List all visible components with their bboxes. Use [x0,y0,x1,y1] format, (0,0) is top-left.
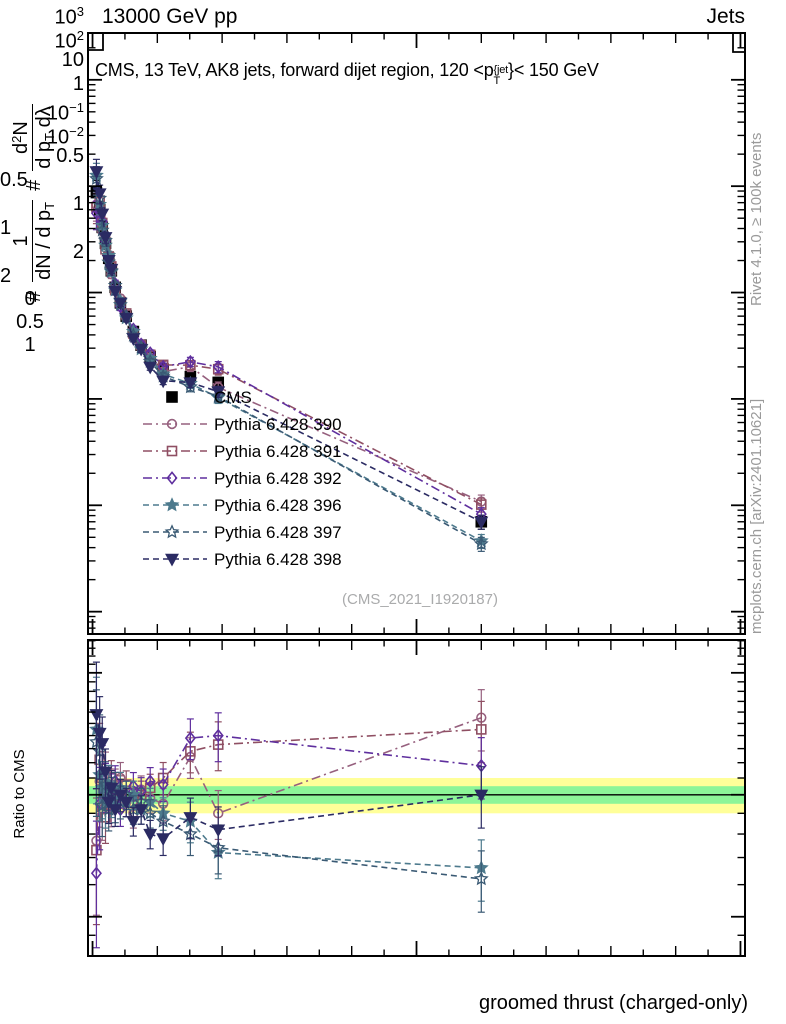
axis-ticks [88,33,745,957]
fraction-d2n: d2N d pT dλ [9,104,58,171]
fraction-one-over-dndpt: 1 dN / d pT [10,199,58,282]
xtick-label: 1 [24,334,36,356]
legend-label: Pythia 6.428 392 [214,469,342,488]
corner-notch-left [88,33,104,51]
series-main-pythia-6.428-391 [91,191,487,513]
legend-label: CMS [214,388,252,407]
xtick-label: 0.5 [16,311,44,333]
series-main-pythia-6.428-397 [89,166,489,552]
series-main-pythia-6.428-398 [89,158,489,530]
x-axis-label: groomed thrust (charged-only) [478,992,748,1014]
ratio-ytick-label-left: 2 [72,241,84,263]
main-ytick-label: 10 [61,49,84,71]
legend-label: Pythia 6.428 390 [214,415,342,434]
plot-title: CMS, 13 TeV, AK8 jets, forward dijet reg… [95,60,599,87]
xtick-label: 0 [24,288,36,310]
main-panel-series [89,158,489,552]
legend-label: Pythia 6.428 397 [214,523,342,542]
beam-energy-label: 13000 GeV pp [102,5,238,28]
main-ytick-label: 103 [54,4,84,29]
main-y-axis-label: # 1 dN / d pT # d2N d pT dλ [9,104,58,302]
legend-label: Pythia 6.428 391 [214,442,342,461]
legend-label: Pythia 6.428 396 [214,496,342,515]
rivet-version-note: Rivet 4.1.0, ≥ 100k events [748,132,765,306]
legend-label: Pythia 6.428 398 [214,550,342,569]
mcplots-arxiv-note: mcplots.cern.ch [arXiv:2401.10621] [748,398,765,634]
pt-superscript-subscript: {jet T [493,64,509,87]
series-ratio-pythia-6.428-398 [89,661,489,857]
main-ytick-label: 1 [72,73,84,95]
analysis-id-watermark: (CMS_2021_I1920187) [342,591,498,608]
main-ytick-label: 102 [54,28,84,53]
main-ytick-label: 10−1 [46,100,84,125]
ratio-ytick-label-right: 1 [0,217,12,239]
ratio-uncertainty-bands [88,778,745,814]
axis-tick-labels: 103 102 10 1 10−1 10−2 0.5 0.5 1 1 2 2 0 0.5 1 [0,0,786,357]
ratio-y-axis-label: Ratio to CMS [11,749,28,839]
ratio-ytick-label-left: 1 [72,193,84,215]
corner-notch-right [732,33,745,53]
main-ytick-label: 10−2 [46,124,84,149]
legend: CMS Pythia 6.428 390 Pythia 6.428 391 Pythi… [143,388,342,569]
analysis-group-label: Jets [706,5,745,28]
ratio-ytick-label-left: 0.5 [56,145,84,167]
ratio-ytick-label-right: 2 [0,265,12,287]
ratio-ytick-label-right: 0.5 [0,169,28,191]
